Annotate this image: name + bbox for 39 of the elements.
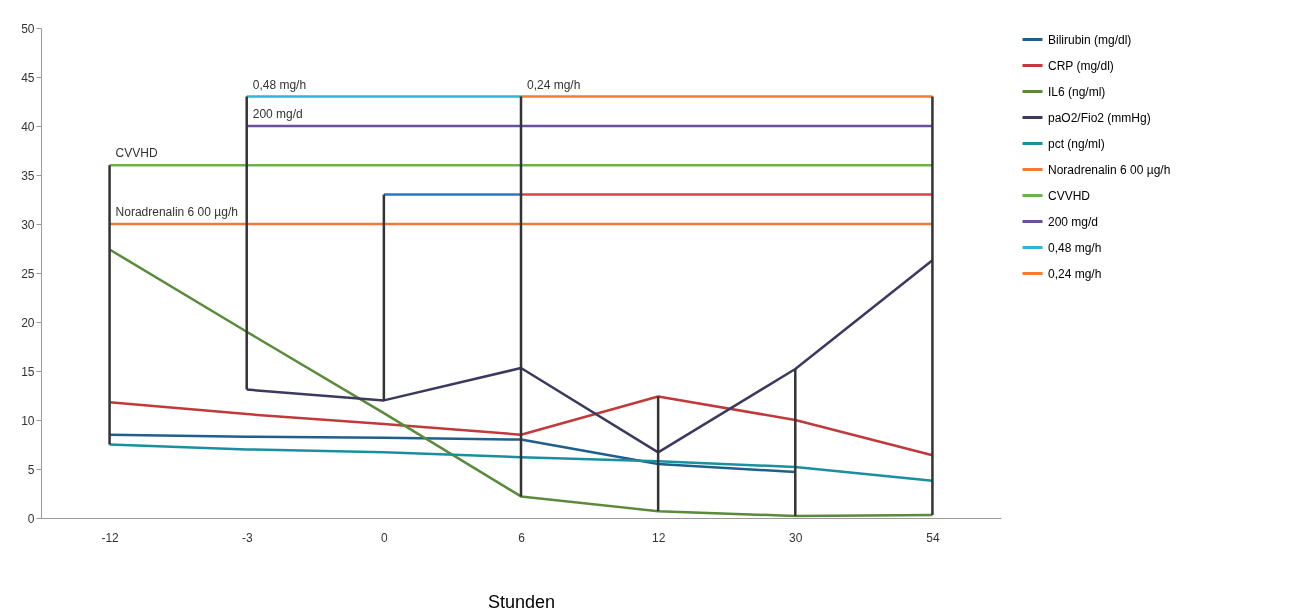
legend-label: paO2/Fio2 (mmHg) <box>1048 110 1151 125</box>
y-tick-label: 45 <box>21 70 35 85</box>
x-tick-label: -3 <box>241 530 253 545</box>
x-axis-title: Stunden <box>487 591 556 608</box>
y-tick-label: 25 <box>21 266 35 281</box>
y-tick-label: 15 <box>21 364 35 379</box>
annotation: CVVHD <box>115 146 158 161</box>
x-tick-label: 6 <box>518 530 526 545</box>
annotation: 0,48 mg/h <box>252 77 307 92</box>
annotation: Noradrenalin 6 00 µg/h <box>115 205 238 219</box>
legend-label: CRP (mg/dl) <box>1048 58 1114 73</box>
x-tick-label: 30 <box>789 530 803 545</box>
line-series <box>245 259 934 454</box>
line-series <box>108 248 934 518</box>
y-tick-label: 20 <box>21 315 35 330</box>
legend-label: IL6 (ng/ml) <box>1048 84 1106 99</box>
y-tick-label: 5 <box>27 462 35 477</box>
legend-label: Bilirubin (mg/dl) <box>1048 32 1132 47</box>
line-series <box>108 443 934 483</box>
x-tick-label: 54 <box>926 530 940 545</box>
y-tick-label: 30 <box>21 217 35 232</box>
y-tick-label: 40 <box>21 119 35 134</box>
legend-label: 0,24 mg/h <box>1048 266 1102 281</box>
y-tick-label: 0 <box>27 511 35 526</box>
y-tick-label: 10 <box>21 413 35 428</box>
x-tick-label: 0 <box>381 530 389 545</box>
legend-label: CVVHD <box>1048 188 1091 203</box>
y-tick-label: 35 <box>21 168 35 183</box>
x-tick-label: -12 <box>101 530 120 545</box>
legend-label: Noradrenalin 6 00 µg/h <box>1048 162 1171 177</box>
y-tick-label: 50 <box>21 21 35 36</box>
annotation: 0,24 mg/h <box>527 77 581 92</box>
line-series <box>108 433 797 474</box>
legend-label: 200 mg/d <box>1048 214 1099 229</box>
legend-label: pct (ng/ml) <box>1048 136 1105 151</box>
legend-label: 0,48 mg/h <box>1048 240 1102 255</box>
line-series <box>108 395 934 457</box>
x-tick-label: 12 <box>651 530 666 545</box>
annotation: 200 mg/d <box>252 107 303 121</box>
